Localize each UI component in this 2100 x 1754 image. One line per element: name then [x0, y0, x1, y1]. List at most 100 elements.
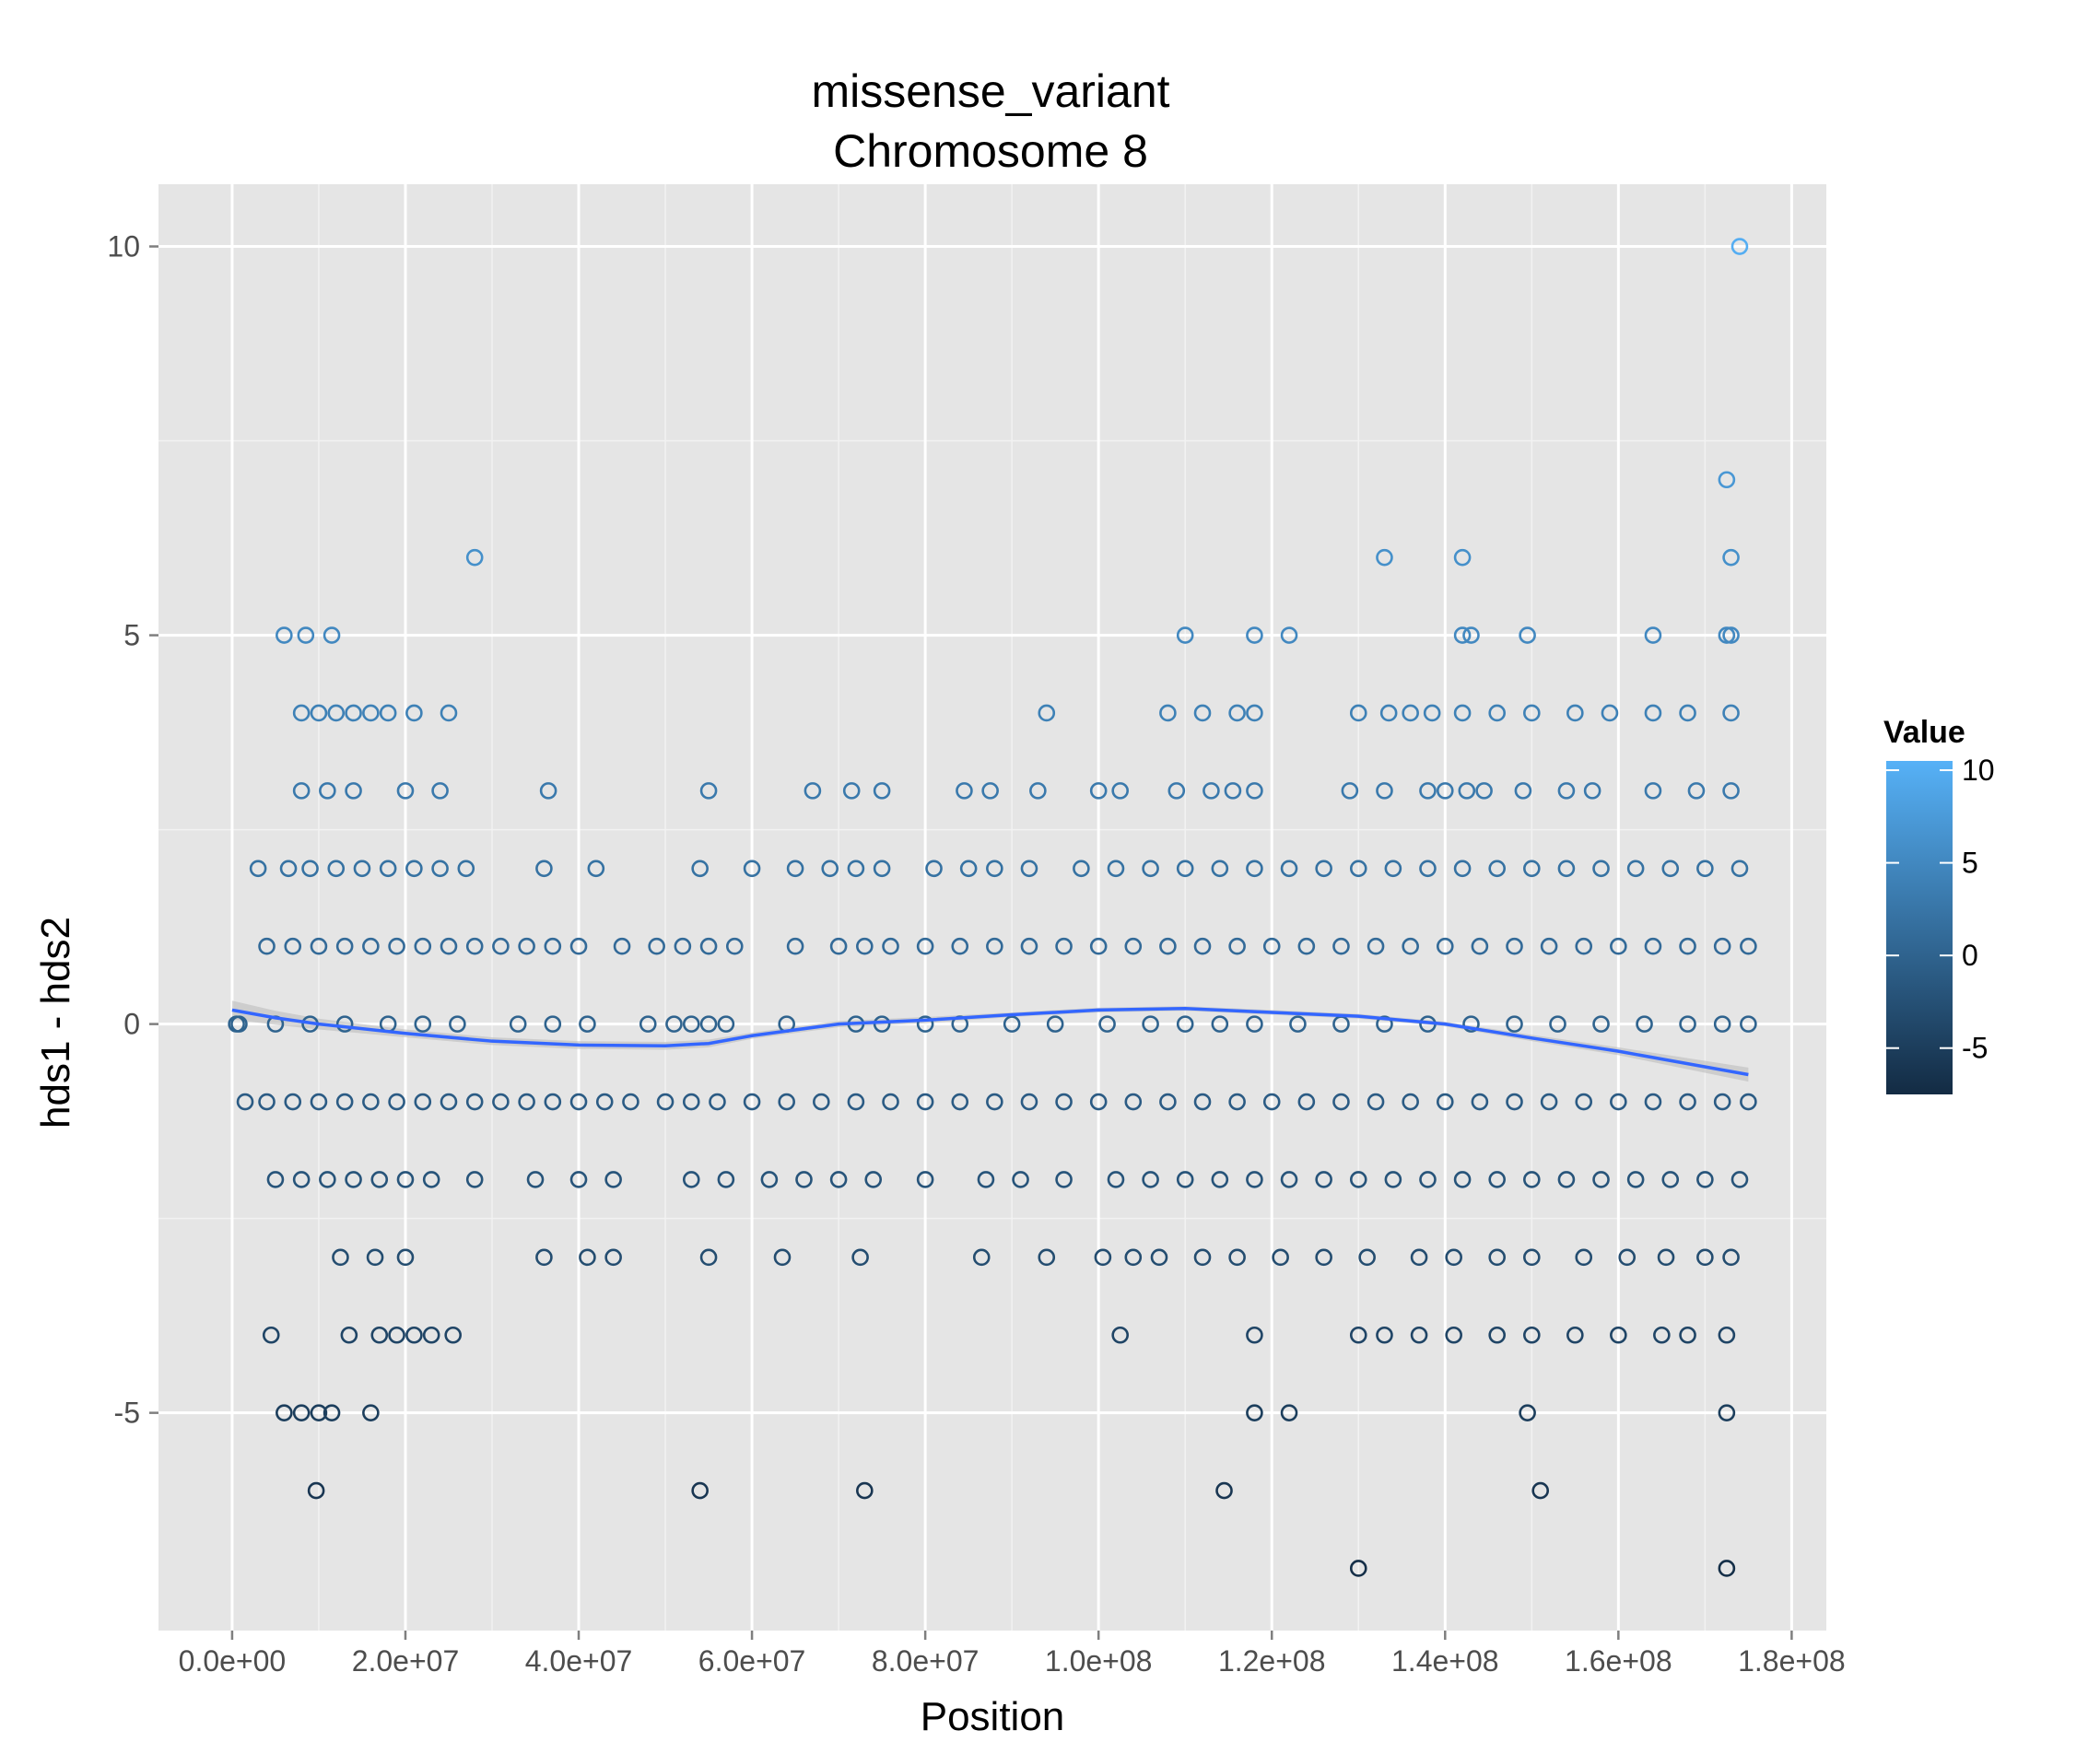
data-point	[405, 704, 423, 722]
data-point	[1722, 548, 1740, 567]
data-point	[569, 937, 588, 955]
data-point	[509, 1015, 527, 1033]
data-point	[725, 937, 744, 955]
data-point	[1176, 859, 1194, 878]
data-point	[916, 1093, 934, 1111]
legend-title: Value	[1883, 715, 1965, 750]
data-point	[717, 1171, 735, 1188]
data-point	[284, 1093, 302, 1111]
data-point	[518, 1093, 535, 1111]
data-point	[986, 859, 1003, 878]
data-point	[1575, 1248, 1593, 1267]
data-point	[323, 626, 341, 644]
data-point	[773, 1248, 792, 1267]
data-point	[1419, 859, 1437, 878]
data-point	[804, 782, 822, 800]
data-point	[440, 1093, 458, 1111]
data-point	[1610, 1326, 1627, 1344]
y-axis-title: hds1 - hds2	[33, 917, 78, 1128]
data-point	[1124, 1248, 1143, 1267]
data-point	[1332, 1093, 1350, 1111]
data-point	[1376, 1015, 1393, 1033]
data-point	[812, 1093, 830, 1111]
smooth-trend-line	[231, 1006, 1749, 1077]
data-point	[569, 1093, 588, 1111]
data-point	[1523, 1326, 1541, 1344]
data-point	[1246, 1171, 1263, 1188]
data-point	[379, 704, 397, 722]
data-point	[1193, 1248, 1212, 1267]
data-point	[1142, 859, 1159, 878]
data-point	[1436, 1093, 1454, 1111]
data-point	[1167, 782, 1186, 800]
y-tick-label: 0	[123, 1008, 140, 1041]
data-point	[821, 859, 839, 878]
data-point	[422, 1326, 440, 1344]
color-legend: Value 10 5 0 -5	[1883, 715, 1995, 1094]
data-point	[1679, 1093, 1696, 1111]
data-point	[1124, 937, 1143, 955]
data-point	[873, 782, 891, 800]
x-axis-ticks: 0.0e+00 2.0e+07 4.0e+07 6.0e+07 8.0e+07 1.0e+…	[179, 1631, 1846, 1678]
data-point	[1055, 1093, 1073, 1111]
data-point	[1557, 859, 1576, 878]
data-point	[258, 1093, 276, 1111]
data-point	[345, 704, 362, 722]
y-tick-label: 10	[107, 230, 140, 263]
data-point	[1315, 859, 1332, 878]
data-point	[1453, 704, 1472, 722]
data-point	[1718, 1404, 1736, 1421]
data-point	[1159, 1093, 1177, 1111]
data-point	[1341, 782, 1359, 800]
data-point	[613, 937, 631, 955]
data-point	[1012, 1171, 1029, 1188]
data-point	[1488, 1326, 1507, 1344]
data-point	[1523, 1248, 1541, 1267]
data-point	[972, 1248, 991, 1267]
data-point	[366, 1248, 384, 1267]
data-point	[1687, 782, 1706, 800]
data-point	[327, 704, 346, 722]
data-point	[1445, 1326, 1462, 1344]
major-gridlines	[158, 184, 1826, 1631]
data-point	[1410, 1326, 1428, 1344]
data-point	[682, 1015, 700, 1033]
data-point	[1384, 859, 1402, 878]
data-point	[544, 1093, 562, 1111]
data-point	[465, 937, 484, 955]
data-point	[266, 1171, 285, 1188]
data-point	[829, 1171, 848, 1188]
data-point	[1471, 937, 1489, 955]
data-point	[1488, 704, 1507, 722]
data-point	[526, 1171, 545, 1188]
data-point	[1730, 1171, 1749, 1188]
data-point	[1124, 1093, 1143, 1111]
data-point	[1730, 859, 1749, 878]
data-point	[396, 1248, 415, 1267]
data-points	[228, 238, 1757, 1577]
data-point	[370, 1326, 389, 1344]
data-point	[1107, 859, 1125, 878]
data-point	[1020, 1093, 1038, 1111]
data-point	[1740, 1093, 1757, 1111]
data-point	[465, 1093, 484, 1111]
x-tick-label: 6.0e+07	[698, 1644, 806, 1678]
data-point	[851, 1248, 869, 1267]
data-point	[310, 1093, 328, 1111]
data-point	[1557, 1171, 1576, 1188]
y-tick-label: -5	[114, 1397, 140, 1430]
data-point	[1379, 704, 1398, 722]
data-point	[1176, 1171, 1194, 1188]
data-point	[1644, 937, 1662, 955]
data-point	[604, 1248, 622, 1267]
data-point	[492, 1093, 510, 1111]
data-point	[1740, 1015, 1757, 1033]
data-point	[847, 859, 865, 878]
data-point	[1644, 782, 1662, 800]
data-point	[1488, 1248, 1507, 1267]
data-point	[743, 859, 761, 878]
data-point	[691, 859, 709, 878]
data-point	[1020, 937, 1038, 955]
data-point	[332, 1248, 349, 1267]
data-point	[1246, 782, 1263, 800]
